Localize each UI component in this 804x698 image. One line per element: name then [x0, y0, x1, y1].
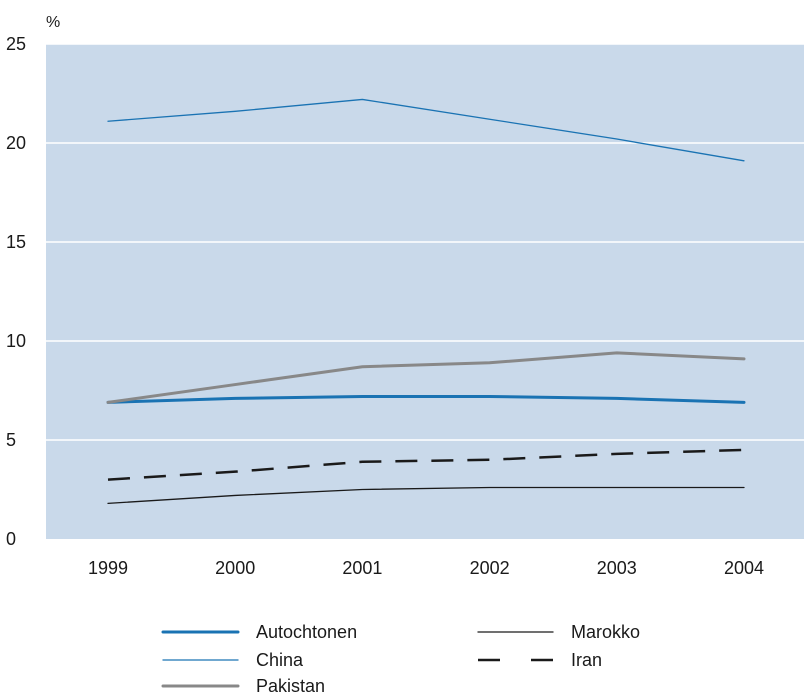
- series-lines: [106, 98, 746, 505]
- gridlines: [46, 43, 804, 441]
- legend-label-iran: Iran: [571, 650, 602, 670]
- y-tick-label: 10: [6, 331, 26, 351]
- y-tick-label: 20: [6, 133, 26, 153]
- y-tick-label: 25: [6, 34, 26, 54]
- x-tick-label: 2000: [215, 558, 255, 578]
- plot-area: [46, 44, 804, 539]
- series-line-marokko: [107, 486, 745, 505]
- legend-label-pakistan: Pakistan: [256, 676, 325, 693]
- legend-label-autochtonen: Autochtonen: [256, 622, 357, 642]
- legend-label-marokko: Marokko: [571, 622, 640, 642]
- y-tick-label: 15: [6, 232, 26, 252]
- y-unit-label: %: [46, 14, 60, 31]
- y-axis-ticks: 0 5 10 15 20 25: [6, 34, 26, 549]
- x-tick-label: 2004: [724, 558, 764, 578]
- legend-label-china: China: [256, 650, 304, 670]
- y-tick-label: 0: [6, 529, 16, 549]
- x-tick-label: 2001: [342, 558, 382, 578]
- x-tick-label: 1999: [88, 558, 128, 578]
- series-line-autochtonen: [106, 394, 746, 404]
- x-axis-ticks: 1999 2000 2001 2002 2003 2004: [88, 558, 764, 578]
- series-line-china: [107, 98, 745, 162]
- series-line-pakistan: [106, 351, 746, 404]
- y-tick-label: 5: [6, 430, 16, 450]
- x-tick-label: 2002: [470, 558, 510, 578]
- x-tick-label: 2003: [597, 558, 637, 578]
- legend: Autochtonen China Pakistan Marokko Iran: [161, 622, 640, 696]
